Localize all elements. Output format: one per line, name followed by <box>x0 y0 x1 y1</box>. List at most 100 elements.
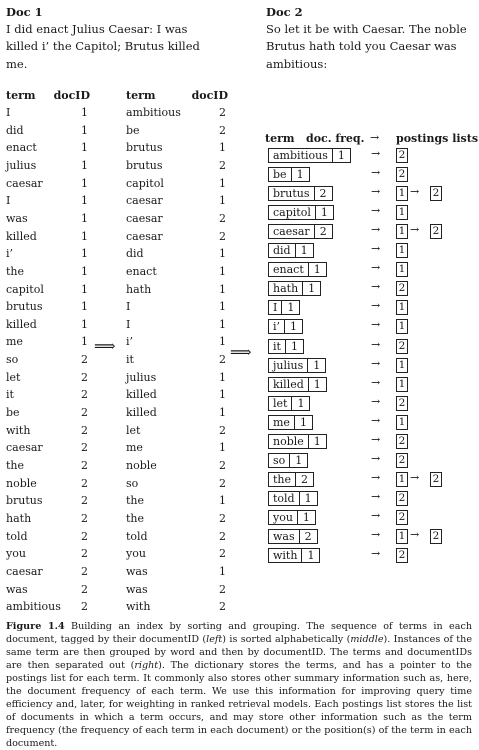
unsorted-row-docid: 2 <box>81 406 88 420</box>
dictionary-entry: with 1 <box>268 548 321 564</box>
unsorted-row-docid: 1 <box>81 229 88 243</box>
dictionary-entry: caesar 2 <box>268 224 333 240</box>
posting-docid: 2 <box>396 148 408 163</box>
doc1-line: I did enact Julius Caesar: I was <box>6 22 188 36</box>
unsorted-row-docid: 1 <box>81 211 88 225</box>
next-posting-arrow-icon: → <box>410 528 420 541</box>
unsorted-row-term: brutus <box>6 494 43 508</box>
sorted-row-term: i’ <box>126 335 134 349</box>
dictionary-entry: you 1 <box>268 509 316 525</box>
unsorted-row-term: it <box>6 388 14 402</box>
document-frequency: 1 <box>313 263 321 277</box>
pointer-arrow-icon: → <box>371 318 381 332</box>
sorted-row-term: the <box>126 494 145 508</box>
dictionary-term: hath <box>269 282 304 296</box>
sorted-row-term: enact <box>126 264 157 278</box>
document-frequency: 1 <box>337 149 345 162</box>
dictionary-entry: killed 1 <box>268 376 327 392</box>
unsorted-row-term: me <box>6 335 23 349</box>
doc2-line: Brutus hath told you Caesar was <box>266 39 457 54</box>
document-frequency: 2 <box>301 472 309 486</box>
pointer-arrow-icon: → <box>371 299 381 313</box>
next-posting-arrow-icon: → <box>410 470 420 484</box>
unsorted-row-docid: 2 <box>81 582 88 596</box>
sort-arrow-icon: ⟹ <box>94 337 116 355</box>
posting-docid: 2 <box>396 338 408 354</box>
sorted-row-docid: 1 <box>219 282 226 296</box>
dictionary-entry: did 1 <box>268 243 314 259</box>
unsorted-row-docid: 1 <box>81 158 88 172</box>
sorted-row-docid: 1 <box>219 300 226 314</box>
document-frequency: 1 <box>290 339 298 353</box>
sorted-row-term: brutus <box>126 158 163 172</box>
unsorted-row-term: with <box>6 423 31 437</box>
sorted-row-docid: 2 <box>219 547 226 561</box>
doc2-text: So let it be with Caesar. The noble Brut… <box>266 21 476 73</box>
unsorted-row-docid: 1 <box>81 141 88 155</box>
dictionary-term: with <box>269 549 303 563</box>
unsorted-row-docid: 1 <box>81 123 88 137</box>
unsorted-row-docid: 1 <box>81 176 88 190</box>
dictionary-entry: be 1 <box>268 167 310 183</box>
doc1-heading: Doc 1 <box>6 5 43 19</box>
pointer-arrow-icon: → <box>371 261 381 275</box>
unsorted-row-docid: 1 <box>81 335 88 349</box>
pointer-arrow-icon: → <box>371 356 381 370</box>
next-posting-arrow-icon: → <box>410 185 420 199</box>
document-frequency: 1 <box>299 415 307 429</box>
posting-docid: 2 <box>430 224 442 240</box>
document-frequency: 1 <box>307 549 315 563</box>
dict-docfreq-header: doc. freq. <box>306 132 365 145</box>
sorted-row-docid: 1 <box>219 247 226 261</box>
unsorted-row-docid: 2 <box>81 600 88 614</box>
sorted-row-docid: 2 <box>219 459 226 472</box>
sorted-row-docid: 1 <box>219 176 226 190</box>
pointer-arrow-icon: → <box>371 451 381 465</box>
caption-text: Building an index by sorting and groupin… <box>6 621 472 749</box>
unsorted-row-docid: 2 <box>81 441 88 455</box>
pointer-arrow-icon: → <box>371 375 381 389</box>
unsorted-row-term: caesar <box>6 564 43 578</box>
sorted-row-docid: 1 <box>219 494 226 508</box>
dictionary-entry: noble 1 <box>268 433 327 449</box>
dictionary-entry: it 1 <box>268 338 304 354</box>
posting-docid: 2 <box>396 490 408 506</box>
sorted-row-term: the <box>126 511 145 525</box>
sorted-row-docid: 1 <box>219 441 226 455</box>
dictionary-term: it <box>269 339 286 353</box>
caption-segment: ) is sorted alphabetically ( <box>222 634 351 645</box>
dictionary-term: did <box>269 244 296 258</box>
dictionary-term: me <box>269 415 295 429</box>
document-frequency: 1 <box>296 168 304 182</box>
posting-docid: 2 <box>396 509 408 525</box>
left-docid-header: docID <box>53 89 90 102</box>
pointer-arrow-icon: → <box>371 432 381 446</box>
sorted-row-docid: 2 <box>219 106 226 119</box>
unsorted-row-docid: 1 <box>81 194 88 208</box>
posting-docid: 1 <box>396 243 408 259</box>
caption-emphasis: left <box>206 634 223 645</box>
dictionary-term: caesar <box>269 225 315 239</box>
dictionary-term: be <box>269 168 292 182</box>
sorted-row-term: I <box>126 317 131 331</box>
dictionary-entry: the 2 <box>268 471 315 487</box>
posting-docid: 1 <box>396 529 408 544</box>
pointer-arrow-icon: → <box>371 242 381 256</box>
doc1-text: I did enact Julius Caesar: I was killed … <box>6 21 236 73</box>
dictionary-entry: hath 1 <box>268 281 322 297</box>
unsorted-row-term: be <box>6 406 20 420</box>
unsorted-row-docid: 1 <box>81 317 88 331</box>
sorted-row-docid: 2 <box>219 158 226 172</box>
sorted-row-docid: 2 <box>219 511 226 525</box>
dictionary-term: enact <box>269 263 309 277</box>
sorted-row-docid: 2 <box>219 423 226 437</box>
unsorted-row-term: caesar <box>6 176 43 190</box>
pointer-arrow-icon: → <box>371 166 381 180</box>
sorted-row-docid: 2 <box>219 582 226 596</box>
unsorted-row-docid: 2 <box>81 353 88 367</box>
unsorted-row-docid: 2 <box>81 511 88 525</box>
document-frequency: 1 <box>297 396 305 410</box>
sorted-row-docid: 2 <box>219 529 226 543</box>
dictionary-term: noble <box>269 434 309 448</box>
sorted-row-term: I <box>126 300 131 314</box>
